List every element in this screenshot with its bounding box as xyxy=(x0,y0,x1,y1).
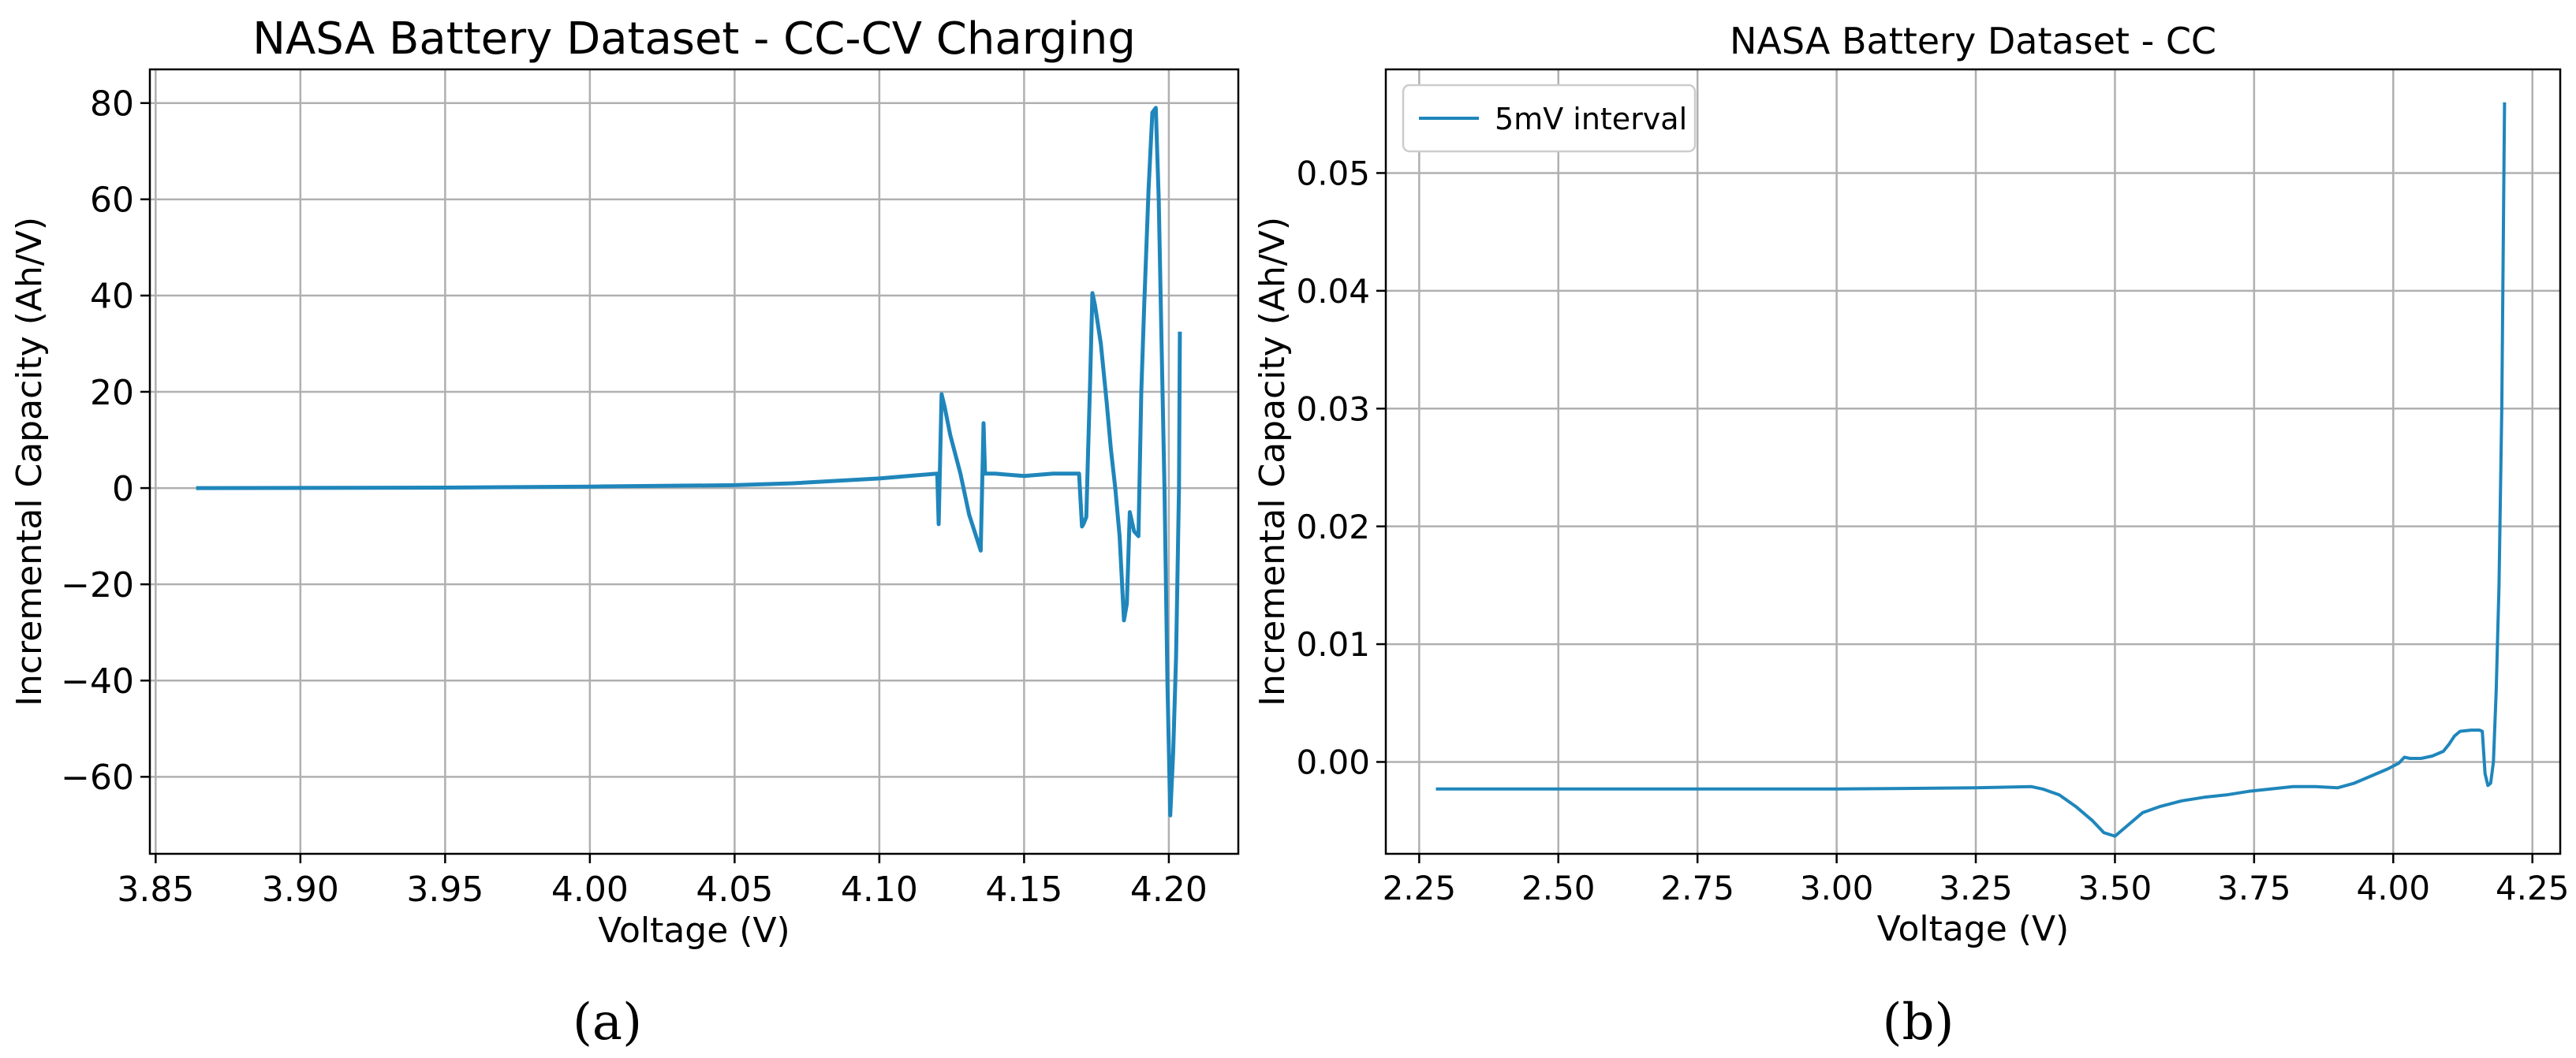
y-tick-label: 0.00 xyxy=(1296,743,1370,782)
chart-panel-a: 3.85 3.90 3.95 4.00 4.05 4.10 4.15 4.20 −60 −40 −2… xyxy=(9,13,1240,951)
caption-a: (a) xyxy=(573,993,642,1052)
x-tick-label: 3.75 xyxy=(2217,869,2291,907)
x-tick-label: 4.00 xyxy=(2357,869,2431,907)
chart-title: NASA Battery Dataset - CC-CV Charging xyxy=(252,13,1136,65)
y-tick-label: −60 xyxy=(61,758,134,798)
x-tick-label: 2.25 xyxy=(1383,869,1457,907)
chart-background xyxy=(150,69,1238,854)
chart-panel-b: 2.25 2.50 2.75 3.00 3.25 3.50 3.75 4.00 4.25 0.00… xyxy=(1253,20,2569,949)
caption-b: (b) xyxy=(1883,993,1954,1052)
legend-box xyxy=(1402,84,1697,153)
legend-label: 5mV interval xyxy=(1495,102,1687,136)
x-tick-label: 3.90 xyxy=(262,870,339,910)
legend: 5mV interval xyxy=(1402,84,1697,153)
x-tick-label: 3.25 xyxy=(1939,869,2013,907)
y-tick-label: 80 xyxy=(90,84,134,125)
y-tick-label: 0.02 xyxy=(1296,508,1370,546)
x-tick-label: 3.85 xyxy=(117,870,194,910)
axis-ticks: 3.85 3.90 3.95 4.00 4.05 4.10 4.15 4.20 −60 −40 −2… xyxy=(61,84,1208,910)
x-tick-label: 2.50 xyxy=(1521,869,1596,907)
x-axis-label: Voltage (V) xyxy=(598,911,790,951)
x-tick-label: 3.50 xyxy=(2078,869,2152,907)
x-tick-label: 4.15 xyxy=(985,870,1062,910)
x-tick-label: 4.20 xyxy=(1130,870,1208,910)
x-tick-label: 4.05 xyxy=(696,870,773,910)
y-tick-label: −20 xyxy=(61,565,134,605)
plot-frame xyxy=(1384,68,2562,855)
y-tick-label: 20 xyxy=(90,373,134,413)
y-tick-label: 0.04 xyxy=(1296,272,1370,311)
y-tick-label: 0 xyxy=(112,469,134,509)
y-tick-label: −40 xyxy=(61,661,134,702)
axis-ticks: 2.25 2.50 2.75 3.00 3.25 3.50 3.75 4.00 4.25 0.00… xyxy=(1296,155,2569,907)
x-tick-label: 4.25 xyxy=(2496,869,2570,907)
y-axis-label: Incremental Capacity (Ah/V) xyxy=(9,217,50,706)
x-tick-label: 4.00 xyxy=(551,870,629,910)
y-tick-label: 60 xyxy=(90,181,134,221)
x-tick-label: 3.95 xyxy=(406,870,483,910)
chart-background xyxy=(1386,69,2560,854)
y-axis-label: Incremental Capacity (Ah/V) xyxy=(1253,217,1293,706)
x-tick-label: 3.00 xyxy=(1800,869,1874,907)
x-tick-label: 4.10 xyxy=(841,870,918,910)
plot-frame xyxy=(148,68,1240,855)
y-tick-label: 40 xyxy=(90,277,134,317)
x-tick-label: 2.75 xyxy=(1660,869,1734,907)
series-line xyxy=(196,106,1182,818)
series-line xyxy=(1435,102,2507,838)
chart-title: NASA Battery Dataset - CC xyxy=(1730,20,2216,62)
x-axis-label: Voltage (V) xyxy=(1877,909,2069,949)
y-tick-label: 0.05 xyxy=(1296,155,1370,193)
y-tick-label: 0.03 xyxy=(1296,389,1370,428)
grid xyxy=(1386,69,2560,854)
y-tick-label: 0.01 xyxy=(1296,625,1370,664)
